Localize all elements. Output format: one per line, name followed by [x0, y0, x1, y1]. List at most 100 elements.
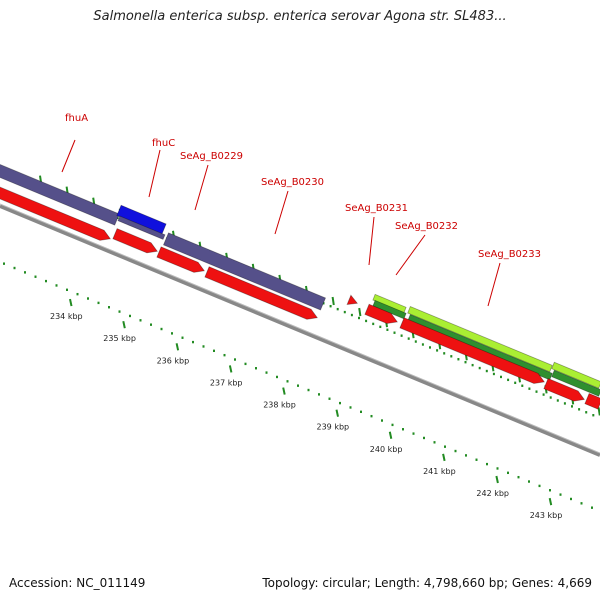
- inner-dot: [339, 401, 341, 405]
- kbp-tick: [175, 343, 180, 351]
- gene-label: SeAg_B0230: [261, 177, 324, 188]
- inner-dot: [213, 349, 215, 353]
- cog-band-fhuc: [116, 204, 167, 235]
- inner-dot: [591, 506, 593, 509]
- inner-dot: [360, 410, 362, 414]
- inner-dot: [402, 428, 404, 431]
- inner-dot: [202, 345, 205, 348]
- gc-dot: [421, 343, 424, 346]
- gc-dot: [450, 355, 453, 358]
- inner-dot: [45, 279, 47, 283]
- cog-band-b0230: [162, 232, 327, 311]
- kbp-tick: [282, 387, 286, 395]
- inner-dot: [381, 419, 383, 422]
- gene-leader-line: [395, 234, 426, 276]
- cds-arrow-b0232: [399, 317, 546, 384]
- gene-leader-line: [368, 216, 375, 266]
- kbp-label: 236 kbp: [157, 356, 190, 365]
- kbp-tick: [442, 453, 446, 462]
- gc-dot: [585, 411, 588, 414]
- inner-dot: [265, 371, 268, 374]
- kbp-tick: [69, 298, 73, 307]
- inner-dot: [433, 441, 436, 444]
- gc-dot: [535, 390, 538, 393]
- gene-leader-line: [148, 149, 161, 198]
- inner-dot: [76, 292, 79, 296]
- inner-dot: [307, 388, 310, 392]
- kbp-label: 234 kbp: [50, 312, 83, 321]
- gc-dot: [372, 322, 375, 326]
- gc-dot: [471, 363, 474, 367]
- inner-dot: [318, 393, 320, 396]
- kbp-tick: [335, 409, 339, 417]
- inner-dot: [507, 471, 509, 475]
- gc-dot: [329, 304, 332, 308]
- inner-dot: [349, 406, 352, 409]
- gene-label: SeAg_B0232: [395, 221, 458, 232]
- inner-dot: [559, 493, 562, 496]
- cog-band-fhuc-lower: [117, 215, 166, 240]
- gene-label: SeAg_B0229: [180, 151, 243, 162]
- inner-dot: [370, 414, 373, 418]
- cds-arrow-b0230: [204, 266, 319, 320]
- kbp-tick: [388, 431, 393, 439]
- cog-band-b0233-top: [551, 361, 600, 389]
- inner-dot: [286, 380, 289, 383]
- kbp-label: 239 kbp: [317, 423, 350, 432]
- gc-dot: [358, 316, 360, 320]
- gc-dot: [429, 346, 431, 349]
- kbp-label: 241 kbp: [423, 467, 456, 476]
- inner-dot: [538, 484, 541, 488]
- cog-band-b0231-top: [372, 293, 407, 314]
- inner-dot: [528, 480, 530, 483]
- gc-dot: [563, 402, 566, 405]
- gene-leader-line: [194, 164, 209, 211]
- gc-dot: [556, 399, 559, 402]
- cds-arrow-b0233: [543, 377, 586, 402]
- inner-dot: [118, 310, 121, 313]
- gene-leader-line: [487, 262, 501, 307]
- gc-dot: [464, 360, 467, 364]
- gc-tick: [358, 307, 362, 317]
- gc-dot: [571, 405, 573, 408]
- kbp-label: 235 kbp: [103, 334, 136, 343]
- cds-arrow-b0231: [364, 303, 399, 324]
- gc-dot: [528, 387, 531, 390]
- inner-dot: [234, 358, 236, 361]
- inner-dot: [549, 489, 551, 492]
- topology-text: Topology: circular; Length: 4,798,660 bp…: [262, 576, 592, 590]
- gc-dot: [492, 372, 495, 376]
- gc-dot: [379, 325, 382, 329]
- gc-dot: [507, 378, 510, 382]
- inner-dot: [423, 436, 425, 440]
- gc-dot: [485, 369, 488, 373]
- inner-dot: [475, 458, 478, 461]
- cog-band-b0232-top: [407, 305, 553, 373]
- kbp-tick: [548, 497, 553, 506]
- backbone-line: [0, 204, 600, 457]
- cds-arrow-b0231-small: [346, 294, 359, 305]
- map-title: Salmonella enterica subsp. enterica sero…: [93, 9, 507, 24]
- gene-label: fhuA: [65, 113, 88, 124]
- inner-dot: [108, 306, 110, 309]
- inner-dot: [181, 336, 184, 339]
- inner-dot: [24, 271, 26, 274]
- gc-dot: [386, 328, 389, 331]
- gc-dot: [436, 349, 439, 352]
- inner-dot: [87, 297, 89, 300]
- inner-dot: [34, 275, 37, 278]
- inner-dot: [391, 423, 394, 427]
- inner-dot: [517, 475, 520, 479]
- gene-label: fhuC: [152, 138, 175, 149]
- gc-dot: [514, 381, 517, 385]
- inner-dot: [570, 497, 572, 501]
- gc-dot: [521, 384, 524, 387]
- gc-dot: [478, 366, 481, 370]
- gc-dot: [457, 358, 460, 361]
- kbp-label: 240 kbp: [370, 445, 403, 454]
- inner-dot: [580, 502, 583, 505]
- backbone-highlight: [0, 203, 600, 454]
- inner-dot: [97, 301, 100, 305]
- inner-dot: [129, 314, 131, 318]
